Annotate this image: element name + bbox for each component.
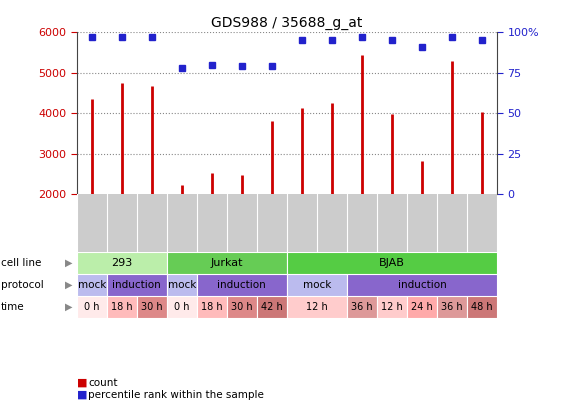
Text: 48 h: 48 h xyxy=(471,302,493,312)
Text: ■: ■ xyxy=(77,390,87,400)
Text: induction: induction xyxy=(112,280,161,290)
Bar xyxy=(137,296,167,318)
Bar xyxy=(77,274,107,296)
Text: 0 h: 0 h xyxy=(84,302,99,312)
Text: BJAB: BJAB xyxy=(379,258,405,268)
Bar xyxy=(107,274,167,296)
Bar xyxy=(167,296,197,318)
Bar xyxy=(407,296,437,318)
Bar xyxy=(437,296,467,318)
Text: 30 h: 30 h xyxy=(231,302,253,312)
Bar xyxy=(167,274,197,296)
Text: 36 h: 36 h xyxy=(351,302,373,312)
Text: 12 h: 12 h xyxy=(381,302,403,312)
Bar xyxy=(287,274,347,296)
Text: 18 h: 18 h xyxy=(111,302,132,312)
Bar xyxy=(287,252,497,274)
Text: 293: 293 xyxy=(111,258,132,268)
Text: mock: mock xyxy=(168,280,196,290)
Text: count: count xyxy=(88,378,118,388)
Text: mock: mock xyxy=(303,280,331,290)
Text: percentile rank within the sample: percentile rank within the sample xyxy=(88,390,264,400)
Bar xyxy=(287,296,347,318)
Bar xyxy=(197,274,287,296)
Text: 36 h: 36 h xyxy=(441,302,463,312)
Text: ■: ■ xyxy=(77,378,87,388)
Text: Jurkat: Jurkat xyxy=(211,258,243,268)
Text: 18 h: 18 h xyxy=(201,302,223,312)
Text: induction: induction xyxy=(218,280,266,290)
Text: ▶: ▶ xyxy=(65,280,73,290)
Text: 0 h: 0 h xyxy=(174,302,190,312)
Text: induction: induction xyxy=(398,280,446,290)
Text: mock: mock xyxy=(77,280,106,290)
Bar xyxy=(347,274,497,296)
Bar xyxy=(377,296,407,318)
Bar xyxy=(77,296,107,318)
Bar xyxy=(197,296,227,318)
Text: time: time xyxy=(1,302,25,312)
Text: protocol: protocol xyxy=(1,280,44,290)
Text: 24 h: 24 h xyxy=(411,302,433,312)
Bar xyxy=(257,296,287,318)
Text: ▶: ▶ xyxy=(65,258,73,268)
Bar xyxy=(107,296,137,318)
Bar xyxy=(347,296,377,318)
Bar xyxy=(467,296,497,318)
Bar xyxy=(167,252,287,274)
Bar xyxy=(77,252,167,274)
Text: 42 h: 42 h xyxy=(261,302,283,312)
Text: 12 h: 12 h xyxy=(306,302,328,312)
Title: GDS988 / 35688_g_at: GDS988 / 35688_g_at xyxy=(211,16,362,30)
Text: cell line: cell line xyxy=(1,258,41,268)
Bar xyxy=(227,296,257,318)
Text: 30 h: 30 h xyxy=(141,302,162,312)
Text: ▶: ▶ xyxy=(65,302,73,312)
